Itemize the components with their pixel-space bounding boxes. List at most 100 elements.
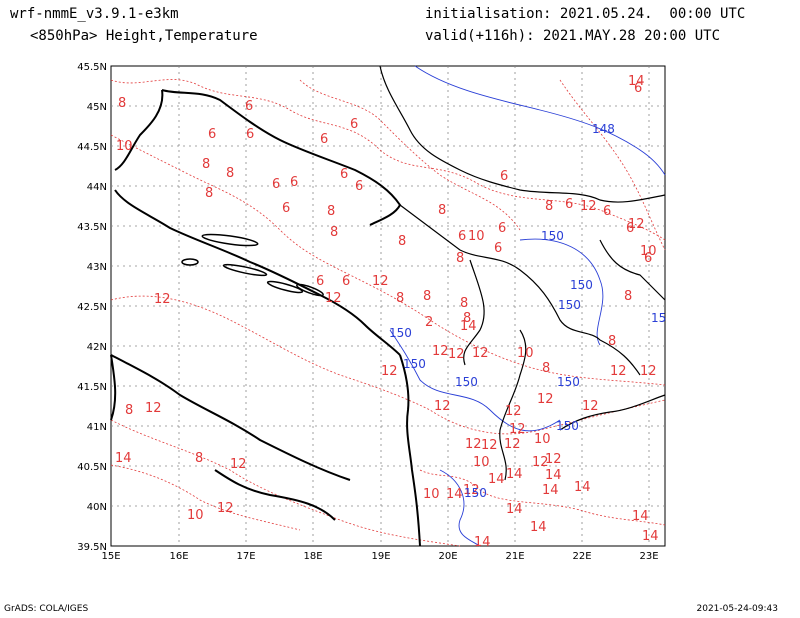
temperature-contour-label: 12 <box>432 344 449 359</box>
lat-label: 41N <box>87 422 107 433</box>
islands <box>181 233 324 297</box>
temperature-contour-label: 10 <box>116 139 133 154</box>
lon-label: 19E <box>371 551 390 562</box>
latitude-axis: 45.5N 45N 44.5N 44N 43.5N 43N 42.5N 42N … <box>77 62 107 553</box>
temperature-contour-label: 8 <box>463 311 471 326</box>
height-contour-label: 150 <box>556 419 579 433</box>
lat-label: 39.5N <box>77 542 107 553</box>
temperature-contour-label: 6 <box>342 274 350 289</box>
temperature-contour-label: 6 <box>290 175 298 190</box>
height-contour-label: 150 <box>455 375 478 389</box>
temperature-contour-label: 14 <box>574 480 591 495</box>
temperature-contour-label: 8 <box>542 361 550 376</box>
temperature-contour-label: 10 <box>640 244 657 259</box>
lon-label: 16E <box>169 551 188 562</box>
height-contour-label: 150 <box>557 375 580 389</box>
temperature-contour-label: 10 <box>468 229 485 244</box>
temperature-contour-label: 12 <box>582 399 599 414</box>
temperature-contour-label: 6 <box>245 99 253 114</box>
lat-label: 41.5N <box>77 382 107 393</box>
temperature-contour-label: 8 <box>195 451 203 466</box>
temperature-contour-label: 14 <box>545 468 562 483</box>
render-timestamp: 2021-05-24-09:43 <box>696 604 779 614</box>
temperature-contour-label: 8 <box>202 157 210 172</box>
temperature-contour-label: 8 <box>423 289 431 304</box>
height-contour-label: 150 <box>389 326 412 340</box>
temperature-contour-label: 8 <box>545 199 553 214</box>
temperature-contour-label: 8 <box>438 203 446 218</box>
temperature-contour-label: 12 <box>381 364 398 379</box>
temperature-contour-label: 8 <box>460 296 468 311</box>
temperature-contour-label: 10 <box>423 487 440 502</box>
temperature-contour-label: 12 <box>434 399 451 414</box>
lon-label: 23E <box>639 551 658 562</box>
temperature-contour-label: 12 <box>217 501 234 516</box>
lat-label: 45N <box>87 102 107 113</box>
temperature-contour-label: 6 <box>498 221 506 236</box>
temperature-contour-label: 6 <box>320 132 328 147</box>
lat-label: 43N <box>87 262 107 273</box>
temperature-contour-label: 10 <box>534 432 551 447</box>
temperature-contour-label: 2 <box>425 315 433 330</box>
temperature-contour-label: 12 <box>628 217 645 232</box>
temperature-contour-label: 8 <box>398 234 406 249</box>
temperature-contour-label: 12 <box>610 364 627 379</box>
temperature-contour-label: 12 <box>145 401 162 416</box>
temperature-contour-label: 12 <box>505 404 522 419</box>
temperature-contour-label: 14 <box>628 74 645 89</box>
temperature-contour-label: 10 <box>517 346 534 361</box>
height-contour-label: 150 <box>464 486 487 500</box>
temperature-contour-label: 14 <box>446 487 463 502</box>
temperature-contour-label: 14 <box>506 502 523 517</box>
temperature-contour-label: 12 <box>325 291 342 306</box>
temperature-contour-label: 8 <box>608 334 616 349</box>
temperature-contour-label: 14 <box>488 472 505 487</box>
height-contour-label: 15 <box>651 311 666 325</box>
height-contour-label: 148 <box>592 122 615 136</box>
lon-label: 22E <box>572 551 591 562</box>
longitude-axis: 15E 16E 17E 18E 19E 20E 21E 22E 23E <box>101 551 658 562</box>
temperature-contour-label: 14 <box>460 319 477 334</box>
lat-label: 42.5N <box>77 302 107 313</box>
height-contours <box>389 65 666 547</box>
temperature-contour-label: 12 <box>154 292 171 307</box>
lat-label: 43.5N <box>77 222 107 233</box>
temperature-contour-label: 10 <box>473 455 490 470</box>
lat-label: 42N <box>87 342 107 353</box>
temperature-contour-label: 8 <box>118 96 126 111</box>
field-title: <850hPa> Height,Temperature <box>30 28 258 44</box>
lat-label: 45.5N <box>77 62 107 73</box>
model-title: wrf-nmmE_v3.9.1-e3km <box>10 6 179 22</box>
temperature-contour-label: 12 <box>472 346 489 361</box>
temperature-contour-label: 6 <box>282 201 290 216</box>
lat-label: 44.5N <box>77 142 107 153</box>
temperature-contour-label: 14 <box>474 535 491 550</box>
lon-label: 17E <box>236 551 255 562</box>
temperature-contour-label: 6 <box>355 179 363 194</box>
temperature-contour-label: 8 <box>624 289 632 304</box>
temperature-contour-label: 6 <box>350 117 358 132</box>
temperature-contour-label: 8 <box>396 291 404 306</box>
temperature-contour-label: 8 <box>205 186 213 201</box>
temperature-contour-label: 6 <box>500 169 508 184</box>
temperature-contour-label: 12 <box>448 347 465 362</box>
temperature-contour-label: 12 <box>509 422 526 437</box>
temperature-contour-label: 14 <box>542 483 559 498</box>
temperature-contour-label: 6 <box>458 229 466 244</box>
grads-credit: GrADS: COLA/IGES <box>4 604 89 614</box>
temperature-contour-label: 12 <box>537 392 554 407</box>
height-contour-label: 150 <box>403 357 426 371</box>
temperature-contour-label: 12 <box>372 274 389 289</box>
temperature-contour-label: 10 <box>187 508 204 523</box>
temperature-contour-label: 6 <box>626 221 634 236</box>
temperature-contour-label: 14 <box>115 451 132 466</box>
coastline <box>110 89 421 547</box>
lat-label: 40N <box>87 502 107 513</box>
lat-label: 44N <box>87 182 107 193</box>
temperature-contour-label: 6 <box>340 167 348 182</box>
temperature-contour-label: 12 <box>640 364 657 379</box>
borders <box>379 65 666 481</box>
temperature-contour-label: 6 <box>644 251 652 266</box>
